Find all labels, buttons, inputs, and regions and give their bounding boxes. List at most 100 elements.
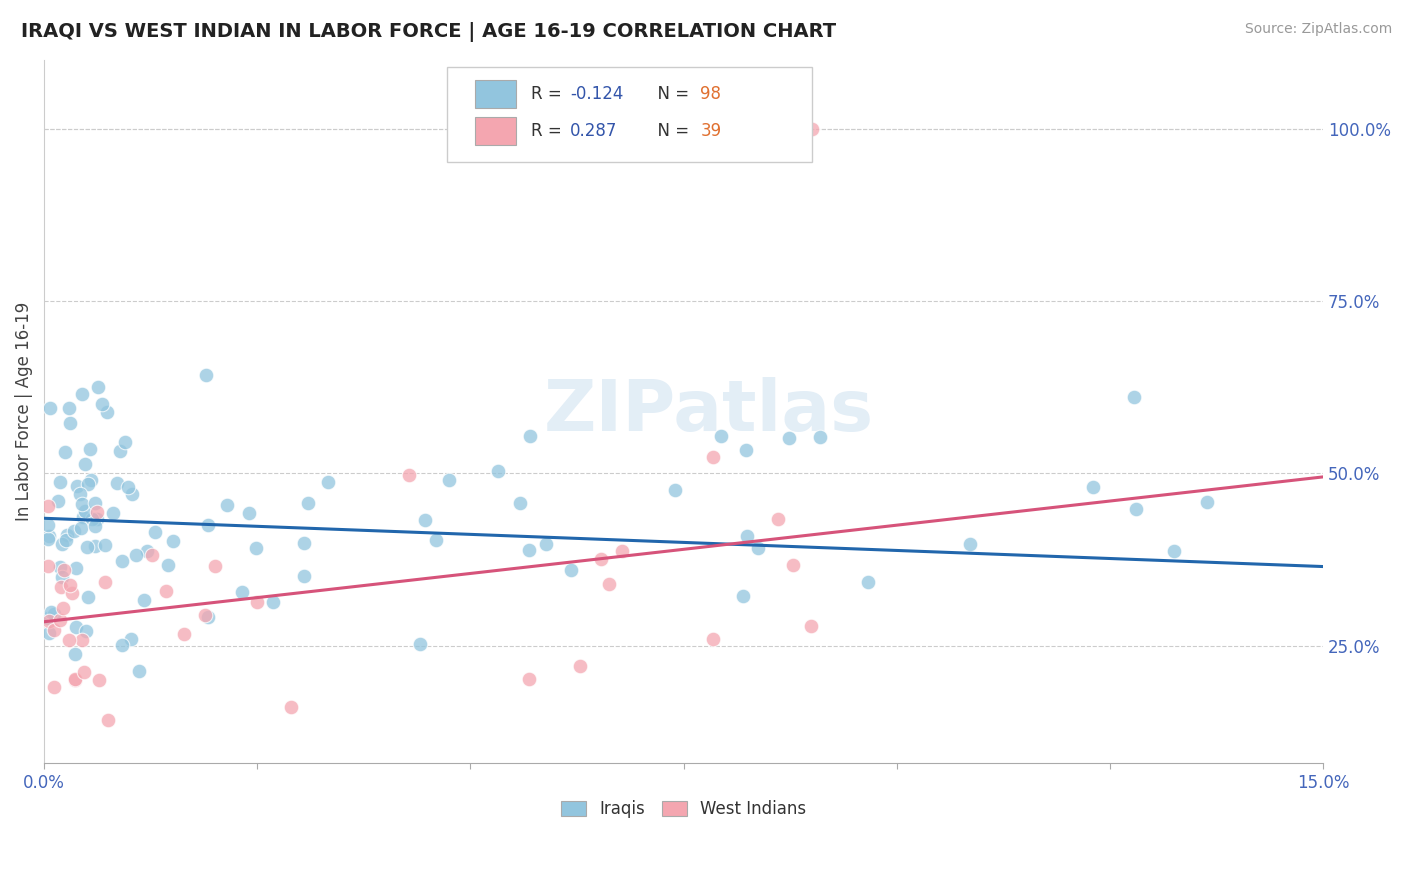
Point [37,499,59,513]
Point [766,512,789,526]
Point [69,521,91,535]
Point [589,551,612,566]
Point [38,401,60,415]
Point [157,558,180,572]
Point [710,429,733,443]
Point [63,673,86,687]
Point [76,590,98,604]
Point [70,497,93,511]
Point [75,504,97,518]
Point [408,637,430,651]
Point [86,505,108,519]
Point [194,368,217,382]
Point [612,543,634,558]
Point [44,624,66,638]
Point [91,397,114,411]
Point [734,443,756,458]
Point [73,665,96,679]
Point [197,610,219,624]
Point [425,533,447,548]
Y-axis label: In Labor Force | Age 16-19: In Labor Force | Age 16-19 [15,301,32,521]
Text: R =: R = [531,122,568,140]
Point [735,529,758,543]
Point [62,524,84,538]
Point [58,632,80,647]
Point [856,575,879,590]
Point [486,464,509,478]
Point [72,510,94,524]
Point [125,548,148,562]
Text: IRAQI VS WEST INDIAN IN LABOR FORCE | AGE 16-19 CORRELATION CHART: IRAQI VS WEST INDIAN IN LABOR FORCE | AG… [21,22,837,42]
Point [46,494,69,508]
Point [664,483,686,497]
Point [246,595,269,609]
Point [58,401,80,415]
Text: 98: 98 [700,86,721,103]
Point [413,513,436,527]
Point [238,506,260,520]
Point [1195,495,1218,509]
Point [702,450,724,464]
Point [778,431,800,445]
Point [80,473,103,487]
Point [800,121,823,136]
Point [231,585,253,599]
Point [49,581,72,595]
Point [262,595,284,609]
Point [59,416,82,430]
Point [38,614,60,628]
Point [55,533,77,548]
Point [52,601,75,615]
Point [162,534,184,549]
Point [65,561,87,575]
Point [79,442,101,456]
Point [101,506,124,520]
Point [120,632,142,646]
Point [37,517,59,532]
Point [197,518,219,533]
Point [83,496,105,510]
Point [83,518,105,533]
Text: N =: N = [647,86,695,103]
Point [155,583,177,598]
Point [86,512,108,526]
Point [519,429,541,443]
Point [280,700,302,714]
Point [114,435,136,450]
Text: 39: 39 [700,122,721,140]
Point [598,577,620,591]
Point [60,586,83,600]
Point [65,673,87,687]
Point [97,713,120,727]
Point [105,475,128,490]
FancyBboxPatch shape [475,80,516,109]
Text: Source: ZipAtlas.com: Source: ZipAtlas.com [1244,22,1392,37]
FancyBboxPatch shape [475,117,516,145]
Point [38,528,60,542]
Point [48,614,70,628]
Point [108,444,131,458]
Point [51,537,73,551]
Point [65,620,87,634]
Point [111,554,134,568]
Point [560,563,582,577]
Point [143,525,166,540]
Point [49,475,72,490]
Point [132,592,155,607]
Text: R =: R = [531,86,568,103]
Text: N =: N = [647,122,695,140]
Point [121,486,143,500]
Point [53,563,76,577]
Point [63,648,86,662]
Point [782,558,804,572]
Point [59,578,82,592]
Point [37,532,59,546]
Point [800,619,823,633]
Point [141,548,163,562]
Point [75,624,97,639]
Point [94,575,117,590]
Point [437,473,460,487]
Text: ZIPatlas: ZIPatlas [544,376,875,446]
Point [128,664,150,678]
Point [204,559,226,574]
